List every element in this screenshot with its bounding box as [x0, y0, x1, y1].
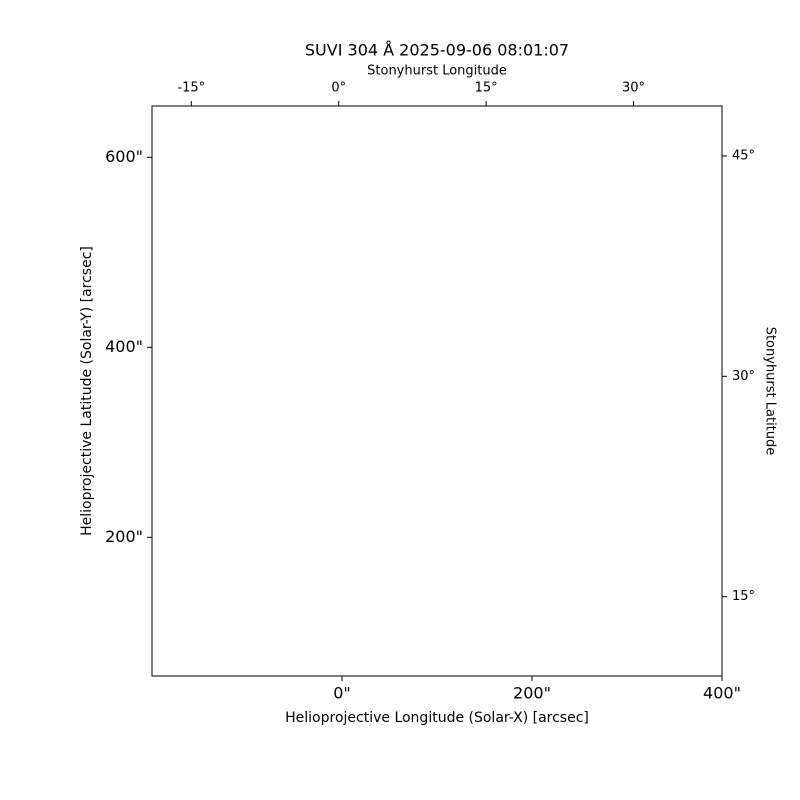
- x2-tick-label: -15°: [177, 81, 205, 96]
- y2-tick-label: 45°: [732, 148, 755, 163]
- x-tick-label: 200": [513, 684, 551, 703]
- x2-tick-label: 0°: [331, 81, 346, 96]
- x-axis-label: Helioprojective Longitude (Solar-X) [arc…: [285, 710, 589, 726]
- y2-tick-label: 30°: [732, 369, 755, 384]
- x-tick-label: 0": [333, 684, 351, 703]
- y2-axis-label: Stonyhurst Latitude: [763, 327, 778, 456]
- x2-axis-label: Stonyhurst Longitude: [367, 64, 507, 79]
- chart-title: SUVI 304 Å 2025-09-06 08:01:07: [305, 41, 569, 60]
- solar-image: [152, 106, 722, 676]
- y-axis-label: Helioprojective Latitude (Solar-Y) [arcs…: [79, 246, 95, 536]
- x2-tick-label: 15°: [475, 81, 498, 96]
- x2-tick-label: 30°: [622, 81, 645, 96]
- watermark: SolarMonitor.org: [518, 643, 715, 671]
- x-tick-label: 400": [703, 684, 741, 703]
- y-tick-label: 400": [105, 337, 143, 356]
- y-tick-label: 600": [105, 147, 143, 166]
- y2-tick-label: 15°: [732, 589, 755, 604]
- y-tick-label: 200": [105, 527, 143, 546]
- plot-frame: [151, 105, 723, 677]
